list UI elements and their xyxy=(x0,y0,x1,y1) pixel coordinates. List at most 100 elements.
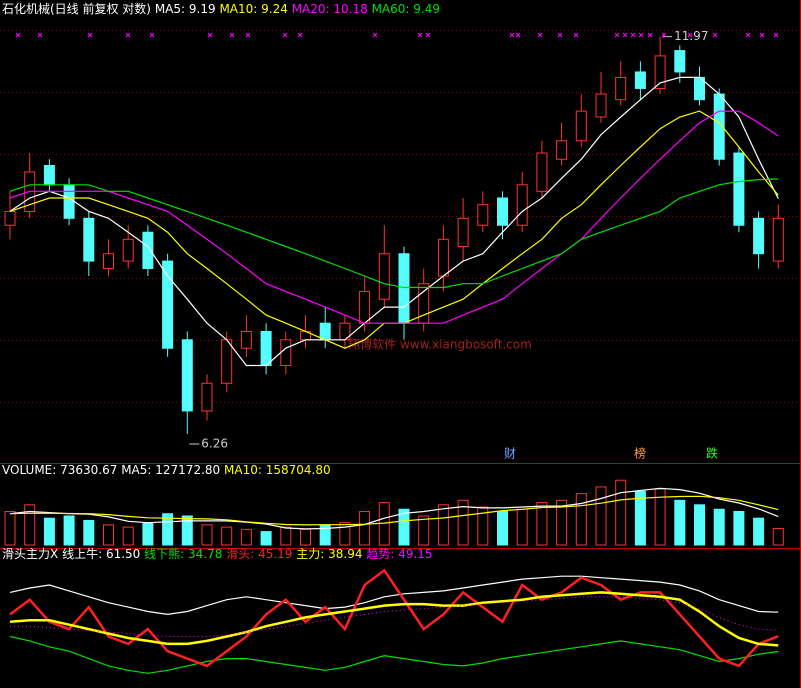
sep: : xyxy=(320,547,328,561)
candle-body xyxy=(497,197,508,226)
sep: : xyxy=(52,463,60,477)
candle-body xyxy=(43,165,55,186)
volume-bar xyxy=(477,506,489,546)
signal-marker xyxy=(647,32,653,38)
sep: : xyxy=(390,547,398,561)
signal-marker xyxy=(87,32,93,38)
candle-body xyxy=(634,71,646,89)
volume-bar xyxy=(260,531,272,546)
header: VOLUME: 73630.67 MA5: 127172.80 MA10: 15… xyxy=(2,463,331,477)
legend-value: 61.50 xyxy=(106,547,140,561)
volume-bar xyxy=(497,511,508,546)
legend-value: 10.18 xyxy=(333,2,367,16)
candle-body xyxy=(615,76,627,101)
signal-marker xyxy=(245,32,251,38)
candle-body xyxy=(674,50,686,73)
legend-value: 49.15 xyxy=(398,547,432,561)
watermark: 翔博软件 www.xiangbosoft.com xyxy=(348,337,532,352)
signal-marker xyxy=(622,32,628,38)
volume-ma-line xyxy=(9,495,779,526)
signal-marker xyxy=(537,32,543,38)
signal-marker xyxy=(37,32,43,38)
volume-bar xyxy=(457,499,469,546)
volume-bar xyxy=(634,490,646,546)
candle-body xyxy=(63,184,75,219)
candle-body xyxy=(201,382,213,412)
volume-bar xyxy=(221,526,233,546)
candle-body xyxy=(260,330,272,367)
sep: : xyxy=(181,2,189,16)
candle-body xyxy=(556,140,568,160)
signal-marker xyxy=(614,32,620,38)
candle-body xyxy=(477,204,489,226)
volume-bar xyxy=(181,515,193,546)
volume-bar xyxy=(142,522,154,546)
signal-marker xyxy=(773,32,779,38)
volume-ma-line xyxy=(9,487,779,530)
volume-bar xyxy=(240,528,252,546)
candle-body xyxy=(359,290,371,324)
candle-body xyxy=(280,339,292,367)
event-label: 财 xyxy=(504,447,516,461)
legend-value: 127172.80 xyxy=(155,463,220,477)
sep: : xyxy=(258,463,266,477)
legend-name: MA20 xyxy=(292,2,326,16)
volume-bar xyxy=(772,528,784,546)
signal-marker xyxy=(712,32,718,38)
signal-marker xyxy=(282,32,288,38)
volume-bar xyxy=(575,493,587,546)
candle-body xyxy=(772,217,784,262)
signal-marker xyxy=(207,32,213,38)
legend-name: 主力 xyxy=(296,547,320,561)
candle-body xyxy=(142,231,154,270)
candle-body xyxy=(536,152,548,192)
header: 石化机械(日线 前复权 对数) MA5: 9.19 MA10: 9.24 MA2… xyxy=(2,1,440,16)
signal-marker xyxy=(297,32,303,38)
volume-bar xyxy=(615,479,627,546)
candle-body xyxy=(437,238,449,277)
volume-bar xyxy=(556,499,568,546)
signal-marker xyxy=(509,32,515,38)
volume-bar xyxy=(418,515,430,546)
volume-bar xyxy=(398,508,410,546)
ma-line xyxy=(9,178,779,289)
event-label: 榜 xyxy=(634,446,646,461)
legend-value: 73630.67 xyxy=(60,463,117,477)
sep: : xyxy=(147,463,155,477)
volume-bar xyxy=(162,513,174,546)
sep: : xyxy=(405,2,413,16)
signal-marker xyxy=(417,32,423,38)
volume-bar xyxy=(713,508,725,546)
event-label: 跌 xyxy=(706,446,718,461)
legend-name: 趋势 xyxy=(366,547,390,561)
volume-bar xyxy=(437,504,449,546)
volume-bar xyxy=(536,502,548,546)
candle-body xyxy=(221,339,233,384)
sep: : xyxy=(326,2,334,16)
candle-body xyxy=(378,253,390,300)
volume-bar xyxy=(300,528,311,546)
signal-marker xyxy=(125,32,131,38)
sep: : xyxy=(253,2,261,16)
volume-bar xyxy=(103,524,114,546)
title: 滑头主力X xyxy=(2,547,58,561)
candle-body xyxy=(319,322,331,341)
header: 滑头主力X 线上牛: 61.50 线下熊: 34.78 滑头: 45.19 主力… xyxy=(2,546,433,561)
candle-body xyxy=(418,283,430,324)
signal-marker xyxy=(372,32,378,38)
signal-marker xyxy=(15,32,21,38)
legend-name: MA60 xyxy=(372,2,406,16)
legend-value: 38.94 xyxy=(328,547,362,561)
sep: : xyxy=(180,547,188,561)
candle-body xyxy=(83,217,95,262)
indicator-line xyxy=(9,575,779,616)
volume-bar xyxy=(516,508,528,546)
signal-marker xyxy=(638,32,644,38)
candle-body xyxy=(398,253,410,324)
volume-bar xyxy=(83,519,95,546)
legend-name: MA10 xyxy=(224,463,258,477)
volume-bar xyxy=(339,522,351,546)
legend-name: MA10 xyxy=(219,2,253,16)
